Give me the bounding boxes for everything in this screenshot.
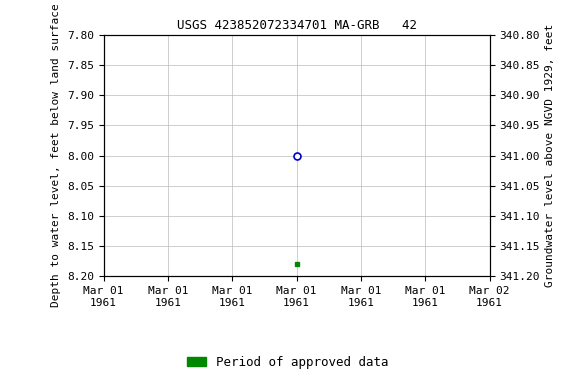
Legend: Period of approved data: Period of approved data [183,351,393,374]
Title: USGS 423852072334701 MA-GRB   42: USGS 423852072334701 MA-GRB 42 [177,19,416,32]
Y-axis label: Depth to water level, feet below land surface: Depth to water level, feet below land su… [51,3,62,308]
Y-axis label: Groundwater level above NGVD 1929, feet: Groundwater level above NGVD 1929, feet [545,24,555,287]
